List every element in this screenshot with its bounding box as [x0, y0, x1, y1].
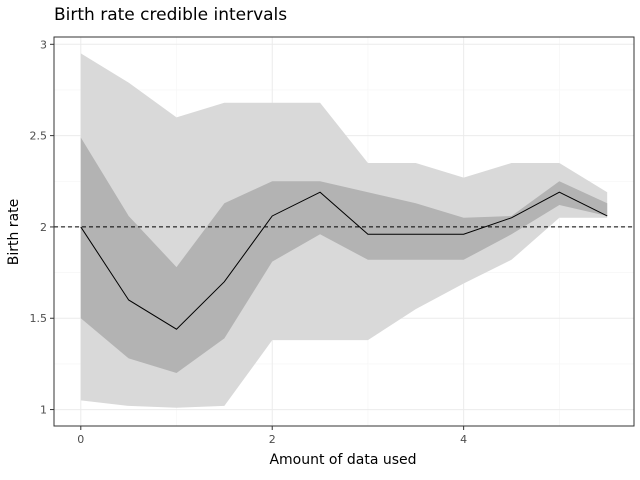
median-point — [319, 191, 321, 193]
x-axis-ticks: 0 2 4 — [77, 426, 467, 446]
plot-panel — [53, 36, 635, 427]
median-point — [559, 191, 561, 193]
y-tick-label: 2 — [40, 221, 47, 234]
median-point — [463, 233, 465, 235]
median-point — [511, 217, 513, 219]
x-axis-title: Amount of data used — [269, 452, 416, 468]
median-point — [80, 226, 82, 228]
panel-border — [53, 36, 635, 427]
y-tick-label: 3 — [40, 38, 47, 51]
median-point — [271, 215, 273, 217]
y-tick-label: 2.5 — [30, 130, 48, 143]
x-tick-label: 4 — [460, 433, 467, 446]
median-point — [367, 233, 369, 235]
median-point — [176, 328, 178, 330]
y-axis-title: Birth rate — [6, 199, 22, 266]
y-tick-label: 1 — [40, 404, 47, 417]
x-tick-label: 0 — [77, 433, 84, 446]
inner-credible-interval — [80, 137, 608, 374]
median-point — [128, 299, 130, 301]
x-tick-label: 2 — [269, 433, 276, 446]
median-point — [415, 233, 417, 235]
chart-title: Birth rate credible intervals — [54, 5, 287, 25]
median-point — [224, 281, 226, 283]
median-line — [80, 191, 608, 330]
y-tick-label: 1.5 — [30, 312, 48, 325]
median-point — [606, 215, 608, 217]
y-axis-ticks: 1 1.5 2 2.5 3 — [30, 38, 54, 417]
